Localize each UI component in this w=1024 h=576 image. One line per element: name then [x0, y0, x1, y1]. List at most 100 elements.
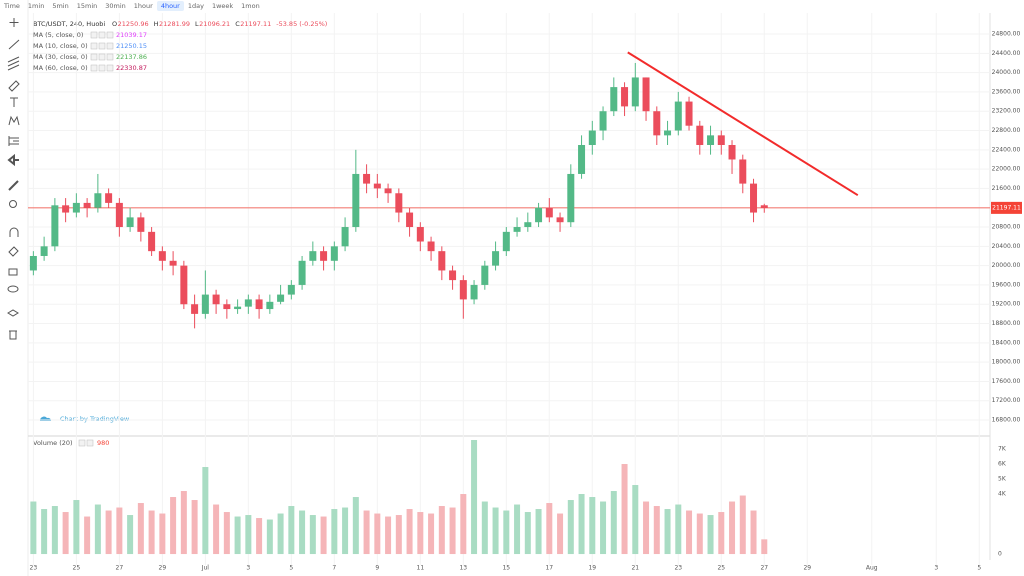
volume-title: Volume (20) [33, 439, 73, 447]
volume-value: 980 [97, 439, 109, 447]
x-tick-label: 19 [588, 565, 596, 572]
magnet-icon[interactable] [9, 227, 19, 237]
indicator-button[interactable] [106, 31, 114, 39]
interval-button[interactable]: 1day [187, 2, 204, 10]
volume-bar [600, 501, 607, 555]
crosshair-icon[interactable] [9, 18, 19, 27]
volume-tick-label: 7K [998, 446, 1007, 453]
interval-button[interactable]: 15min [76, 2, 98, 10]
candle-body [137, 217, 145, 232]
candle-body [631, 77, 639, 107]
candle-body [674, 101, 682, 131]
interval-button[interactable]: Time [4, 2, 20, 10]
eye-icon[interactable] [7, 285, 19, 293]
line-tool-icon[interactable] [8, 39, 20, 50]
fib-icon[interactable] [7, 56, 20, 71]
y-tick-label: 19200.00 [992, 301, 1021, 308]
pattern-icon[interactable] [8, 115, 20, 126]
indicator-button[interactable] [90, 53, 98, 61]
volume-bar [374, 513, 381, 555]
volume-bar [245, 515, 252, 555]
interval-button[interactable]: 1min [27, 2, 45, 10]
candle-body [277, 294, 285, 302]
x-tick-label: 11 [417, 565, 425, 572]
ohlc-key: L [195, 20, 199, 28]
back-icon[interactable] [7, 153, 19, 167]
prediction-icon[interactable] [8, 136, 19, 146]
ohlc-value: 21250.96 [118, 20, 149, 28]
candle-body [696, 125, 704, 145]
candle-body [212, 294, 220, 305]
y-tick-label: 20000.00 [992, 262, 1021, 269]
x-tick-label: 27 [116, 565, 124, 572]
candle-body [524, 222, 532, 228]
indicator-button[interactable] [106, 53, 114, 61]
indicator-button[interactable] [106, 64, 114, 72]
pencil-icon[interactable] [8, 246, 19, 257]
candle-body [760, 205, 768, 208]
volume-bar [288, 506, 295, 555]
volume-bar [223, 512, 230, 555]
y-tick-label: 20800.00 [992, 224, 1021, 231]
volume-bar [621, 464, 628, 555]
x-tick-label: 3 [246, 565, 250, 572]
interval-button[interactable]: 1mon [241, 2, 260, 10]
volume-bar [524, 512, 531, 555]
indicator-name: MA (30, close, 0) [33, 53, 88, 61]
x-tick-label: 9 [375, 565, 379, 572]
candle-body [427, 241, 435, 252]
candle-body [438, 251, 446, 271]
indicator-button[interactable] [106, 42, 114, 50]
volume-bar [84, 516, 91, 555]
volume-button[interactable] [78, 439, 86, 447]
volume-bar [41, 509, 48, 555]
x-tick-label: 15 [502, 565, 510, 572]
layers-icon[interactable] [7, 309, 19, 317]
interval-button[interactable]: 5min [52, 2, 69, 10]
volume-bar [105, 510, 112, 555]
indicator-button[interactable] [98, 64, 106, 72]
candle-body [406, 212, 414, 228]
indicator-button[interactable] [98, 31, 106, 39]
candle-body [459, 280, 467, 300]
grid [28, 13, 990, 565]
candle-body [642, 77, 650, 112]
x-tick-label: 3 [934, 565, 938, 572]
candle-body [320, 251, 328, 261]
candle-body [62, 205, 70, 213]
lock-icon[interactable] [8, 268, 18, 276]
price-label-box [991, 201, 1022, 214]
volume-bar [729, 501, 736, 555]
volume-bar [567, 500, 574, 555]
ruler-icon[interactable] [8, 180, 19, 191]
text-icon[interactable] [10, 97, 18, 107]
ohlc-key: C [235, 20, 240, 28]
candle-body [363, 173, 371, 184]
indicator-button[interactable] [98, 53, 106, 61]
volume-bar [234, 516, 241, 555]
y-tick-label: 24400.00 [992, 50, 1021, 57]
indicator-button[interactable] [90, 42, 98, 50]
candle-body [492, 251, 500, 266]
interval-button[interactable]: 4hour [156, 1, 184, 11]
zoom-icon[interactable] [9, 200, 17, 208]
x-tick-label: 5 [977, 565, 981, 572]
volume-bar [127, 515, 134, 555]
brush-icon[interactable] [8, 80, 20, 92]
volume-bar [653, 506, 660, 555]
interval-button[interactable]: 1hour [133, 2, 153, 10]
interval-button[interactable]: 30min [105, 2, 126, 10]
volume-bar [761, 539, 768, 555]
volume-button[interactable] [86, 439, 94, 447]
indicator-button[interactable] [90, 64, 98, 72]
interval-button[interactable]: 1week [211, 2, 234, 10]
volume-bar [331, 509, 338, 555]
watermark-text: Chart by TradingView [60, 415, 130, 423]
indicator-button[interactable] [98, 42, 106, 50]
indicator-button[interactable] [90, 31, 98, 39]
volume-bar [30, 501, 37, 555]
trash-icon[interactable] [9, 330, 17, 340]
ohlc-key: H [154, 20, 159, 28]
volume-bar [675, 504, 682, 555]
